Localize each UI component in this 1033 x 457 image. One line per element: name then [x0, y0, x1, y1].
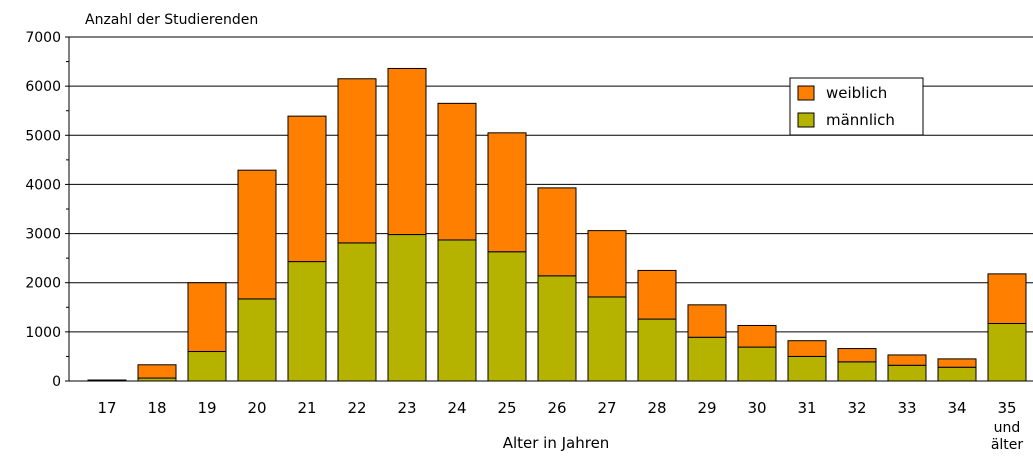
x-tick-label: 26 — [547, 399, 566, 417]
bar-männlich-25 — [487, 251, 527, 382]
x-tick-label: 20 — [247, 399, 266, 417]
bar-männlich-35 — [987, 323, 1027, 382]
x-tick-label: 31 — [797, 399, 816, 417]
bar-männlich-27 — [587, 296, 627, 382]
bar-männlich-20 — [237, 298, 277, 382]
bars — [87, 67, 1027, 382]
legend: weiblich männlich — [789, 77, 924, 136]
y-tick-label: 4000 — [25, 177, 61, 193]
x-tick-label-extra: und — [994, 420, 1021, 436]
x-tick-labels: 17 18 19 20 21 22 23 24 25 26 27 28 29 30 31 32 33 34 35 un… — [97, 399, 1023, 453]
bar-männlich-31 — [787, 355, 827, 382]
x-tick-label: 35 — [997, 399, 1016, 417]
bar-männlich-22 — [337, 242, 377, 382]
x-tick-label: 27 — [597, 399, 616, 417]
x-tick-label-extra: älter — [991, 437, 1024, 453]
axes — [65, 36, 1033, 382]
y-tick-label: 0 — [52, 374, 61, 390]
bar-männlich-33 — [887, 364, 927, 382]
bar-weiblich-22 — [337, 78, 377, 244]
legend-label-weiblich: weiblich — [826, 84, 887, 102]
bar-männlich-19 — [187, 351, 227, 382]
bar-weiblich-31 — [787, 340, 827, 357]
y-tick-label: 1000 — [25, 325, 61, 341]
x-tick-label: 18 — [147, 399, 166, 417]
legend-swatch-weiblich — [797, 85, 815, 101]
x-tick-label: 21 — [297, 399, 316, 417]
x-tick-label: 23 — [397, 399, 416, 417]
bar-männlich-28 — [637, 318, 677, 382]
bar-männlich-29 — [687, 336, 727, 382]
y-tick-label: 5000 — [25, 128, 61, 144]
bar-weiblich-27 — [587, 230, 627, 298]
y-tick-label: 7000 — [25, 30, 61, 46]
y-tick-label: 6000 — [25, 79, 61, 95]
bar-weiblich-20 — [237, 169, 277, 300]
bar-weiblich-34 — [937, 358, 977, 368]
bar-weiblich-30 — [737, 324, 777, 348]
bar-weiblich-21 — [287, 115, 327, 263]
x-tick-label: 17 — [97, 399, 116, 417]
bar-weiblich-19 — [187, 282, 227, 353]
x-tick-label: 28 — [647, 399, 666, 417]
bar-männlich-34 — [937, 366, 977, 382]
x-axis-label: Alter in Jahren — [503, 434, 610, 452]
bar-männlich-26 — [537, 275, 577, 382]
bar-weiblich-29 — [687, 304, 727, 338]
y-tick-labels: 0 1000 2000 3000 4000 5000 6000 7000 — [25, 30, 61, 390]
bar-weiblich-32 — [837, 348, 877, 363]
chart-title: Anzahl der Studierenden — [85, 12, 258, 28]
x-tick-label: 22 — [347, 399, 366, 417]
x-tick-label: 34 — [947, 399, 966, 417]
bar-männlich-21 — [287, 261, 327, 382]
legend-swatch-maennlich — [797, 112, 815, 128]
legend-label-maennlich: männlich — [826, 111, 895, 129]
x-tick-label: 32 — [847, 399, 866, 417]
x-tick-label: 19 — [197, 399, 216, 417]
bar-weiblich-26 — [537, 187, 577, 277]
bar-männlich-32 — [837, 361, 877, 382]
x-tick-label: 30 — [747, 399, 766, 417]
x-tick-label: 25 — [497, 399, 516, 417]
y-tick-label: 2000 — [25, 276, 61, 292]
bar-weiblich-33 — [887, 354, 927, 366]
bar-männlich-30 — [737, 346, 777, 382]
bar-weiblich-35 — [987, 273, 1027, 325]
bar-männlich-24 — [437, 239, 477, 382]
bar-weiblich-28 — [637, 269, 677, 320]
bar-weiblich-18 — [137, 364, 177, 379]
x-tick-label: 29 — [697, 399, 716, 417]
y-tick-label: 3000 — [25, 227, 61, 243]
bar-weiblich-25 — [487, 132, 527, 253]
x-tick-label: 33 — [897, 399, 916, 417]
bar-weiblich-23 — [387, 67, 427, 236]
x-tick-label: 24 — [447, 399, 466, 417]
bar-männlich-23 — [387, 234, 427, 382]
bar-weiblich-24 — [437, 102, 477, 241]
